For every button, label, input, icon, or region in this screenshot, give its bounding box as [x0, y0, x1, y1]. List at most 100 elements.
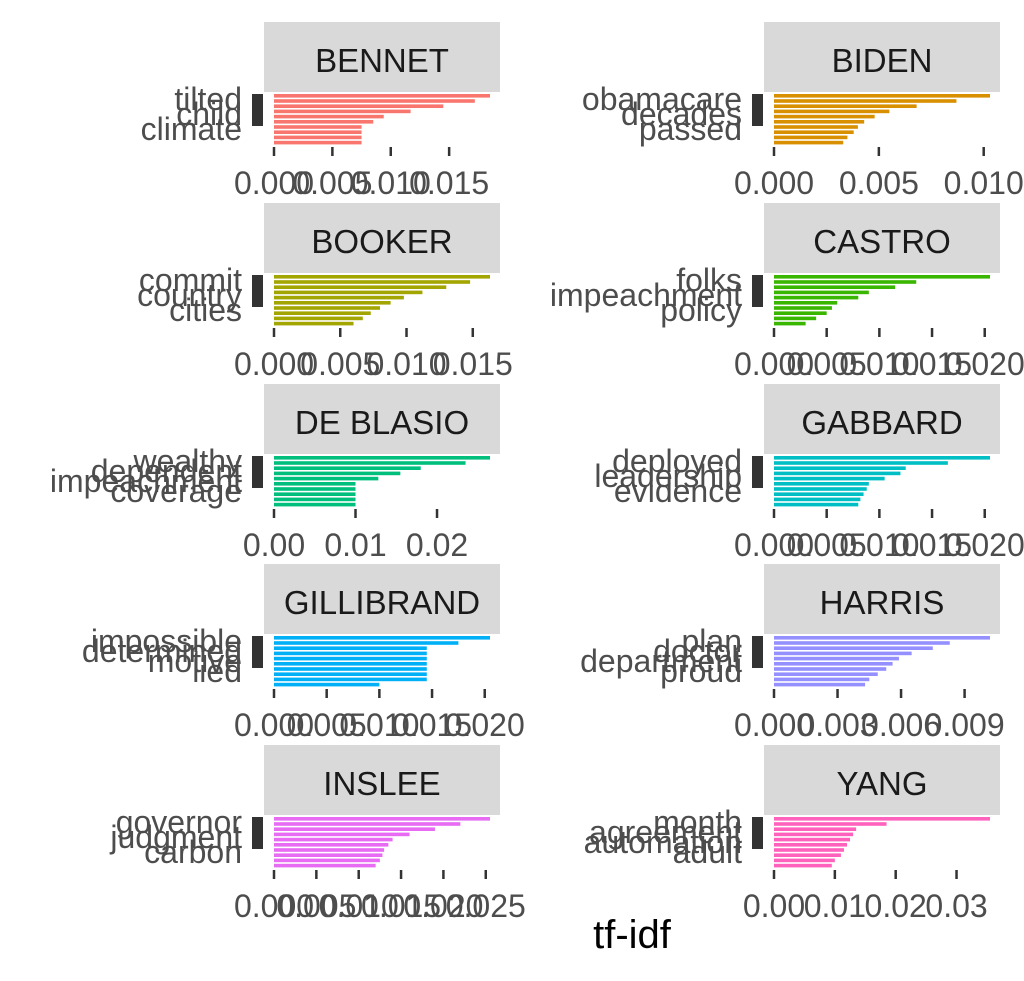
bar [274, 306, 381, 310]
bar [774, 837, 851, 842]
category-label: cities [169, 292, 242, 328]
bar [274, 311, 371, 315]
bar [774, 130, 854, 134]
x-tick-label: 0.006 [861, 707, 941, 743]
y-axis-ticks [752, 275, 763, 307]
bar [274, 275, 490, 279]
x-tick-label: 0.015 [361, 888, 441, 924]
bar [774, 682, 866, 687]
bar [274, 321, 354, 326]
y-axis-ticks [752, 817, 763, 849]
facet-title: CASTRO [813, 223, 951, 260]
facet-title: BOOKER [311, 223, 452, 260]
bar [274, 662, 427, 666]
facet-strip [764, 22, 1000, 92]
bar [774, 285, 896, 289]
bar [274, 827, 435, 831]
bar [774, 456, 990, 460]
bar [774, 677, 870, 682]
bar [274, 301, 391, 305]
bar [274, 487, 356, 491]
bar [274, 492, 356, 496]
x-tick-label: 0.015 [892, 346, 972, 382]
y-axis-ticks [252, 94, 263, 126]
facet-title: YANG [836, 765, 927, 802]
bar [774, 316, 817, 321]
facet-strip [764, 745, 1000, 815]
x-tick-label: 0.010 [839, 346, 919, 382]
bar [274, 290, 423, 295]
category-label: leadership [594, 458, 742, 494]
bar [274, 109, 411, 114]
bar [774, 863, 832, 868]
bar [774, 301, 838, 305]
category-label: country [137, 277, 242, 313]
facet-strip [264, 384, 500, 454]
bar [774, 290, 869, 295]
bar [274, 285, 447, 289]
facet-panel-gabbard: GABBARDdeployedleadershipevidence0.0000.… [594, 384, 1024, 563]
bar [274, 848, 385, 852]
bar [274, 858, 380, 863]
x-tick-label: 0.000 [234, 707, 314, 743]
y-axis-ticks [252, 636, 263, 668]
category-label: impeachment [50, 463, 242, 499]
x-tick-label: 0.005 [787, 527, 867, 563]
x-tick-label: 0.000 [234, 346, 314, 382]
bar [274, 114, 384, 119]
x-tick-label: 0.000 [734, 346, 814, 382]
x-tick-label: 0.000 [234, 888, 314, 924]
bar [274, 295, 404, 300]
y-axis-ticks [752, 456, 763, 488]
category-label: lied [192, 653, 242, 689]
bar [274, 316, 363, 321]
facet-panel-de-blasio: DE BLASIO wealthydependentimpeachmentcove… [50, 384, 500, 563]
facet-panel-inslee: INSLEEgovernorjudgmentcarbon0.0000.0050.… [109, 745, 526, 924]
bar [774, 492, 864, 496]
bar [274, 471, 401, 476]
x-tick-label: 0.020 [945, 346, 1024, 382]
facet-title: INSLEE [323, 765, 440, 802]
category-label: judgment [109, 819, 242, 855]
facet-panel-gillibrand: GILLIBRAND impossibledeterminedmotivelied… [82, 564, 525, 743]
bar [774, 502, 859, 507]
category-label: child [176, 96, 242, 132]
category-label: agreement [589, 814, 742, 850]
bar [274, 482, 356, 486]
facet-strip [764, 384, 1000, 454]
bar [274, 853, 383, 857]
bar [274, 817, 490, 821]
x-tick-label: 0.005 [292, 165, 372, 201]
bar [274, 135, 362, 140]
x-tick-label: 0.015 [433, 346, 513, 382]
bar [774, 656, 899, 661]
x-tick-label: 0.010 [339, 707, 419, 743]
x-tick-label: 0.000 [734, 707, 814, 743]
bar [274, 651, 427, 656]
bar [274, 466, 421, 470]
y-axis-ticks [252, 817, 263, 849]
bar [274, 672, 427, 676]
category-label: deployed [612, 443, 742, 479]
category-label: doctor [653, 633, 742, 669]
x-tick-label: 0.010 [366, 346, 446, 382]
x-tick-label: 0.010 [839, 527, 919, 563]
bar [274, 636, 490, 640]
category-label: passed [639, 111, 742, 147]
bar [774, 641, 950, 645]
bar [774, 827, 857, 831]
category-label: motive [148, 643, 242, 679]
category-label: adult [673, 834, 743, 870]
x-tick-label: 0.010 [944, 165, 1024, 201]
facet-strip [264, 745, 500, 815]
category-label: determined [82, 633, 242, 669]
category-label: proud [660, 653, 742, 689]
x-tick-label: 0.000 [734, 527, 814, 563]
x-tick-label: 0.020 [945, 527, 1024, 563]
x-tick-label: 0.020 [403, 888, 483, 924]
bar [774, 636, 990, 640]
bar [274, 502, 356, 507]
facet-title: HARRIS [820, 584, 945, 621]
